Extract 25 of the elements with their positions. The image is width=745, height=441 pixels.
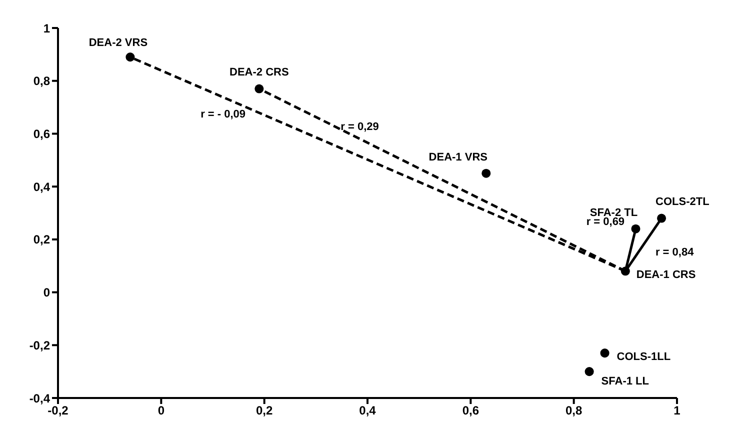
annotation: DEA-1 CRS <box>636 269 696 282</box>
x-tick-label: 0,8 <box>565 404 582 418</box>
annotation: DEA-1 VRS <box>428 151 488 164</box>
x-tick-label: 1 <box>674 404 681 418</box>
annotation: DEA-2 CRS <box>230 66 289 79</box>
x-tick-label: 0,4 <box>359 404 376 418</box>
annotation: r = - 0,09 <box>200 108 246 121</box>
y-tick-label: -0,4 <box>29 391 50 406</box>
annotation: COLS-1LL <box>616 350 671 363</box>
annotation: r = 0,69 <box>586 216 625 228</box>
annotation: DEA-2 VRS <box>88 36 148 49</box>
y-tick-label: -0,2 <box>29 338 50 352</box>
x-tick-label: 0,2 <box>256 404 273 418</box>
annotation: SFA-1 LL <box>601 375 650 388</box>
annotation: r = 0,29 <box>340 120 379 133</box>
x-tick-label: 0 <box>158 404 165 418</box>
y-tick-label: 0,8 <box>33 74 50 88</box>
y-tick-label: 0,2 <box>33 232 50 247</box>
y-tick-label: 1 <box>43 21 50 36</box>
annotation: r = 0,84 <box>655 246 695 259</box>
y-tick-label: 0,6 <box>33 126 50 141</box>
y-tick-label: 0,4 <box>33 180 50 194</box>
annotation: COLS-2TL <box>656 196 710 208</box>
x-tick-label: 0,6 <box>462 404 480 418</box>
y-tick-label: 0 <box>43 286 50 300</box>
